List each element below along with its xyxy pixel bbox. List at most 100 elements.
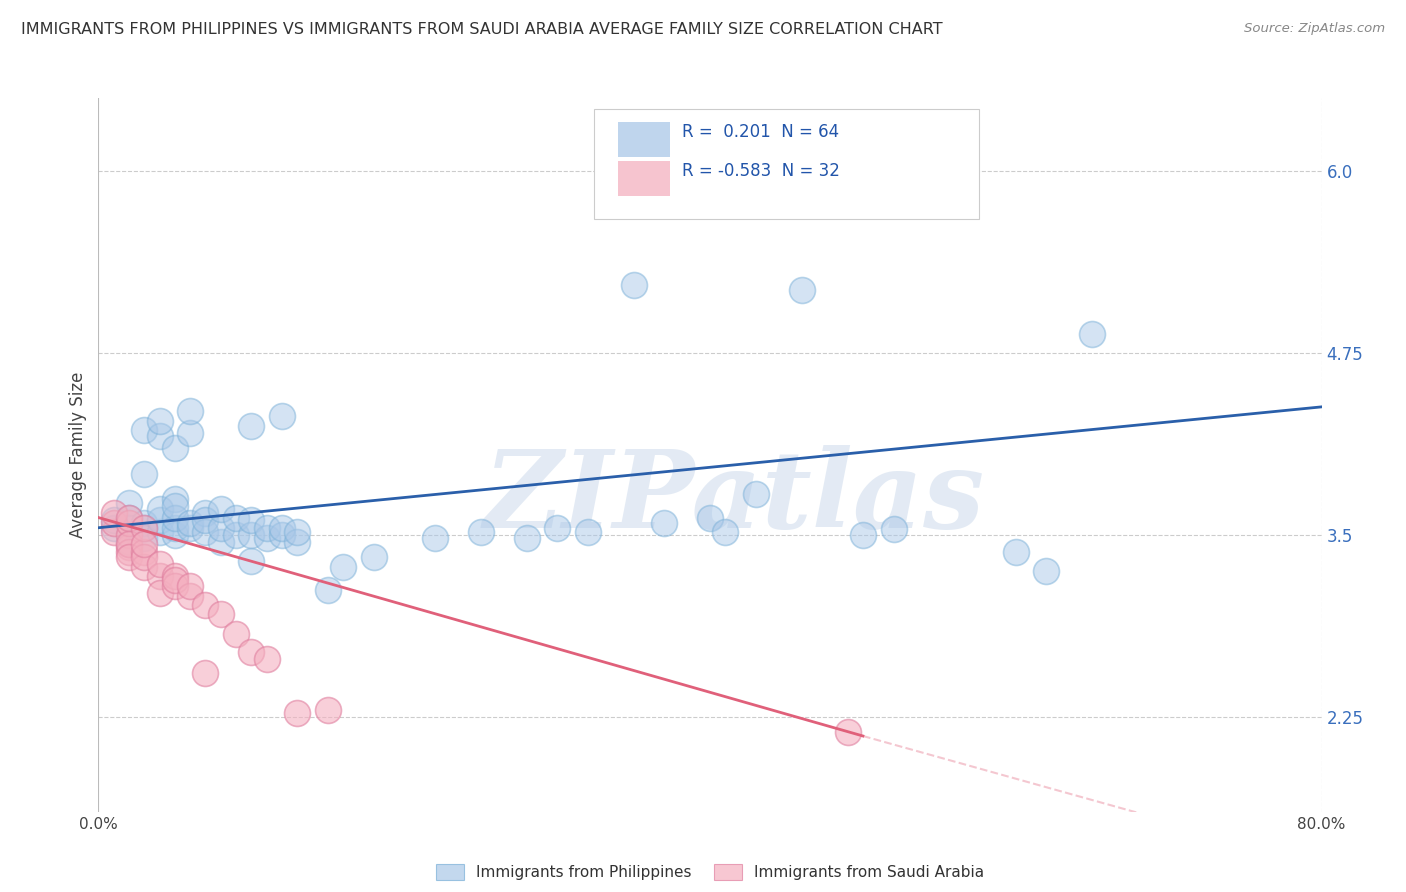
Point: [179, 579, 201, 593]
Point: [194, 513, 217, 527]
Point: [118, 528, 141, 542]
Point: [852, 528, 875, 542]
Point: [1035, 565, 1057, 579]
Point: [163, 569, 186, 583]
Point: [134, 560, 156, 574]
Point: [270, 409, 292, 423]
FancyBboxPatch shape: [619, 121, 669, 157]
Text: Source: ZipAtlas.com: Source: ZipAtlas.com: [1244, 22, 1385, 36]
Point: [134, 516, 156, 531]
Point: [163, 491, 186, 506]
Point: [179, 589, 201, 603]
Text: R =  0.201  N = 64: R = 0.201 N = 64: [682, 123, 839, 141]
Point: [179, 404, 201, 418]
Point: [209, 535, 232, 549]
Point: [423, 531, 446, 545]
Point: [240, 513, 263, 527]
Point: [652, 516, 675, 531]
Point: [134, 467, 156, 481]
Point: [118, 535, 141, 549]
Point: [163, 441, 186, 455]
Point: [118, 496, 141, 510]
Text: ZIPatlas: ZIPatlas: [484, 445, 986, 550]
Point: [225, 627, 247, 641]
Point: [149, 501, 172, 516]
Point: [149, 569, 172, 583]
Point: [516, 531, 538, 545]
Point: [103, 521, 125, 535]
Point: [790, 284, 813, 298]
Point: [316, 703, 339, 717]
Point: [1081, 326, 1104, 341]
Point: [163, 579, 186, 593]
Point: [209, 607, 232, 621]
Point: [134, 545, 156, 559]
Point: [149, 557, 172, 571]
Point: [270, 521, 292, 535]
Y-axis label: Average Family Size: Average Family Size: [69, 372, 87, 538]
Point: [118, 510, 141, 524]
Point: [194, 506, 217, 520]
Point: [134, 423, 156, 437]
Point: [179, 426, 201, 441]
Point: [118, 521, 141, 535]
Point: [285, 535, 308, 549]
Point: [149, 429, 172, 443]
Point: [240, 554, 263, 568]
Point: [179, 516, 201, 531]
Point: [714, 525, 737, 540]
Point: [118, 516, 141, 531]
Point: [149, 513, 172, 527]
Point: [103, 513, 125, 527]
Point: [163, 528, 186, 542]
Point: [363, 549, 385, 564]
Point: [194, 666, 217, 681]
Point: [256, 521, 278, 535]
Point: [270, 528, 292, 542]
Point: [103, 525, 125, 540]
Point: [103, 516, 125, 531]
Point: [179, 521, 201, 535]
Point: [546, 521, 568, 535]
Point: [194, 525, 217, 540]
Point: [134, 521, 156, 535]
Point: [745, 487, 768, 501]
FancyBboxPatch shape: [593, 109, 979, 219]
Point: [118, 545, 141, 559]
Point: [149, 586, 172, 600]
Point: [256, 652, 278, 666]
Point: [134, 549, 156, 564]
Point: [285, 525, 308, 540]
Point: [225, 528, 247, 542]
Point: [240, 528, 263, 542]
Point: [163, 573, 186, 587]
Point: [285, 706, 308, 720]
Point: [209, 521, 232, 535]
Point: [134, 521, 156, 535]
Point: [240, 644, 263, 658]
Point: [699, 510, 721, 524]
Text: R = -0.583  N = 32: R = -0.583 N = 32: [682, 162, 839, 180]
Point: [225, 510, 247, 524]
Point: [149, 525, 172, 540]
Point: [194, 598, 217, 612]
Point: [163, 521, 186, 535]
Point: [837, 724, 859, 739]
Point: [209, 501, 232, 516]
Point: [332, 560, 354, 574]
Point: [576, 525, 599, 540]
Point: [256, 531, 278, 545]
Point: [118, 537, 141, 551]
Point: [316, 583, 339, 598]
Point: [883, 522, 905, 536]
FancyBboxPatch shape: [619, 161, 669, 196]
Point: [163, 510, 186, 524]
Point: [118, 549, 141, 564]
Point: [470, 525, 492, 540]
Point: [149, 414, 172, 428]
Point: [1004, 545, 1026, 559]
Legend: Immigrants from Philippines, Immigrants from Saudi Arabia: Immigrants from Philippines, Immigrants …: [430, 858, 990, 886]
Point: [240, 418, 263, 433]
Point: [134, 531, 156, 545]
Point: [103, 506, 125, 520]
